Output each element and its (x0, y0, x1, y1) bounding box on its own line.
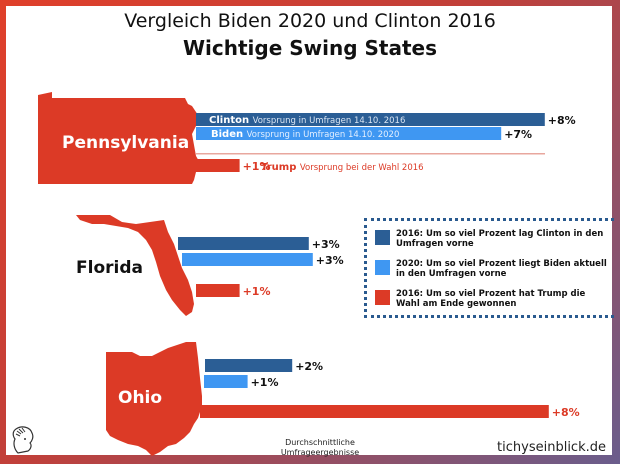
value-label-trump-ohio: +8% (552, 406, 580, 419)
series-name-trump: Trump (261, 162, 300, 173)
bar-clinton-pennsylvania (196, 113, 545, 126)
series-name-biden: Biden (211, 129, 247, 140)
value-label-clinton-pennsylvania: +8% (548, 114, 576, 127)
value-label-biden-ohio: +1% (251, 376, 279, 389)
bar-biden-pennsylvania (196, 127, 502, 140)
brand-text: tichyseinblick.de (497, 440, 606, 455)
bar-clinton-ohio (205, 359, 293, 372)
series-label-trump: Trump Vorsprung bei der Wahl 2016 (261, 162, 424, 173)
value-label-trump-pennsylvania: +1% (243, 160, 271, 173)
footer-note-line1: Durchschnittliche (285, 438, 355, 447)
legend-text-biden: 2020: Um so viel Prozent liegt Biden akt… (396, 259, 607, 279)
legend: 2016: Um so viel Prozent lag Clinton in … (364, 218, 614, 318)
bar-biden-florida (182, 253, 313, 266)
bar-labels-group: +8% +7% +1% +3% +3% +1% +2% +1% +8% Clinton Vorsp… (209, 114, 580, 419)
pennsylvania-separator-line (196, 153, 545, 155)
chart-subtitle: Wichtige Swing States (182, 36, 437, 60)
bar-biden-ohio (204, 375, 248, 388)
value-label-clinton-ohio: +2% (295, 360, 323, 373)
series-name-clinton: Clinton (209, 115, 253, 126)
legend-swatch-biden (375, 260, 390, 275)
legend-text-trump: 2016: Um so viel Prozent hat Trump die W… (396, 289, 586, 309)
legend-text-clinton: 2016: Um so viel Prozent lag Clinton in … (396, 229, 604, 249)
state-label-pennsylvania: Pennsylvania (62, 133, 189, 153)
bar-trump-ohio (200, 405, 549, 418)
state-label-ohio: Ohio (118, 388, 162, 408)
bar-clinton-florida (178, 237, 309, 250)
legend-swatch-clinton (375, 230, 390, 245)
pennsylvania-shape (38, 92, 200, 184)
bar-trump-pennsylvania (196, 159, 240, 172)
state-label-florida: Florida (76, 258, 143, 278)
legend-item-biden: 2020: Um so viel Prozent liegt Biden akt… (375, 259, 611, 279)
footer-note-line2: Umfrageergebnisse (280, 448, 360, 457)
legend-item-clinton: 2016: Um so viel Prozent lag Clinton in … (375, 229, 611, 249)
legend-item-trump: 2016: Um so viel Prozent hat Trump die W… (375, 289, 611, 309)
bar-trump-florida (196, 284, 240, 297)
footer-note: Durchschnittliche Umfrageergebnisse (270, 438, 370, 458)
series-label-clinton: Clinton Vorsprung in Umfragen 14.10. 201… (209, 115, 405, 126)
bars-group (178, 113, 549, 418)
series-label-biden: Biden Vorsprung in Umfragen 14.10. 2020 (211, 129, 399, 140)
classical-head-logo-icon (12, 426, 34, 454)
value-label-biden-florida: +3% (316, 254, 344, 267)
chart-title: Vergleich Biden 2020 und Clinton 2016 (124, 10, 496, 32)
series-desc-biden: Vorsprung in Umfragen 14.10. 2020 (247, 130, 400, 140)
series-desc-trump: Vorsprung bei der Wahl 2016 (300, 163, 424, 173)
series-desc-clinton: Vorsprung in Umfragen 14.10. 2016 (253, 116, 406, 126)
florida-shape (76, 215, 194, 316)
value-label-clinton-florida: +3% (312, 238, 340, 251)
ohio-shape (106, 342, 202, 456)
value-label-biden-pennsylvania: +7% (504, 128, 532, 141)
legend-swatch-trump (375, 290, 390, 305)
value-label-trump-florida: +1% (243, 285, 271, 298)
